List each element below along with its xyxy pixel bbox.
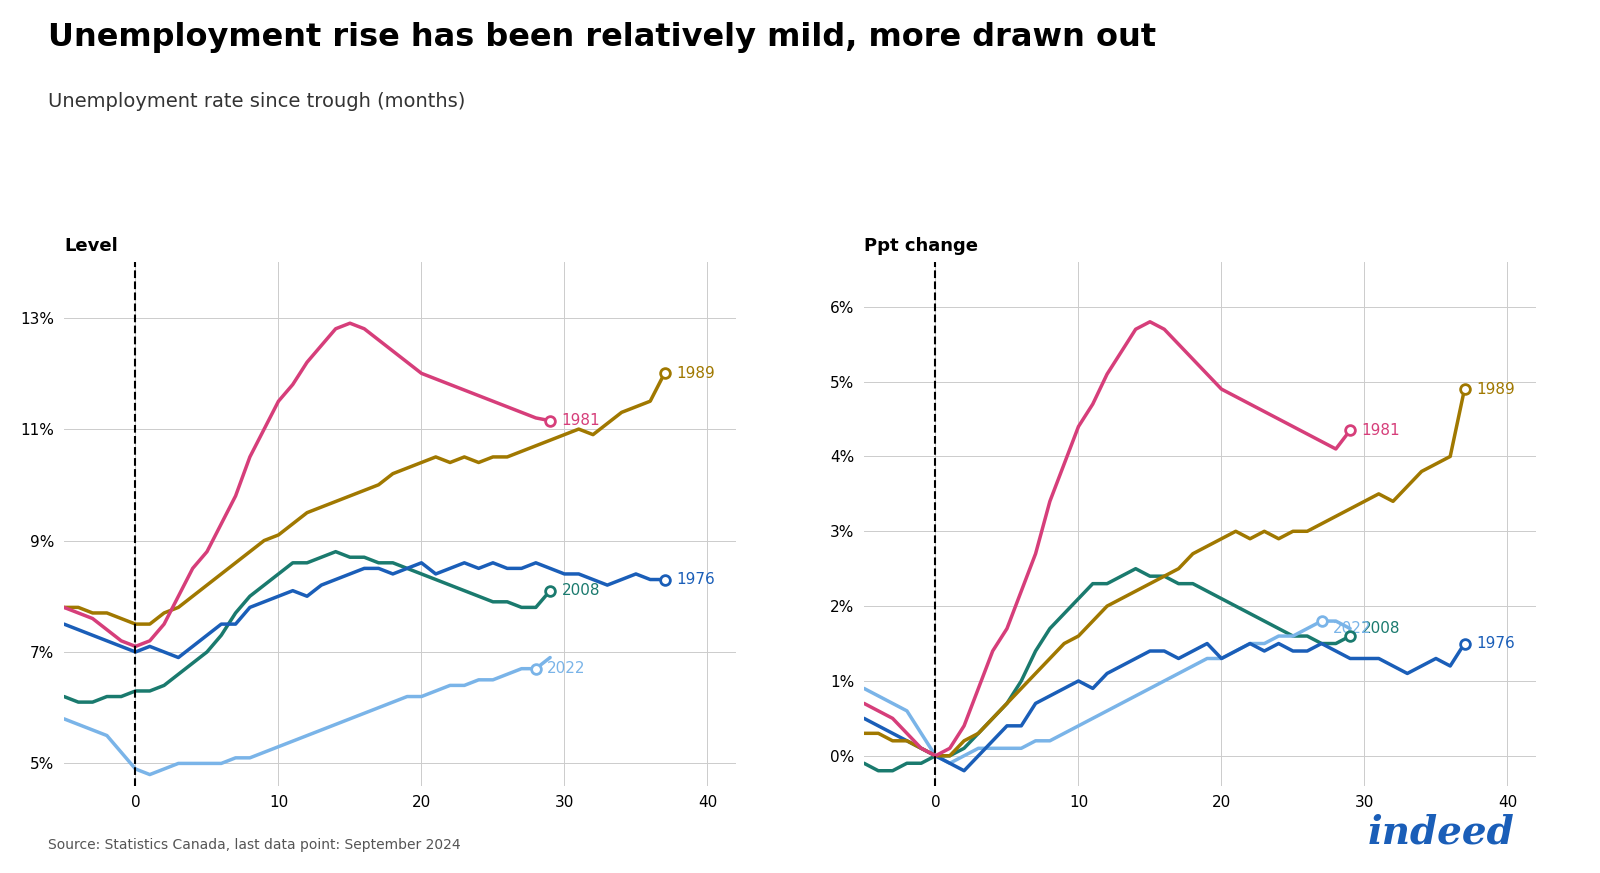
Text: 1981: 1981: [1362, 423, 1400, 437]
Text: 2008: 2008: [1362, 621, 1400, 636]
Text: Unemployment rate since trough (months): Unemployment rate since trough (months): [48, 92, 466, 111]
Text: 1976: 1976: [1475, 636, 1515, 651]
Text: 1981: 1981: [562, 413, 600, 429]
Text: 1976: 1976: [675, 572, 715, 587]
Text: 2022: 2022: [547, 661, 586, 677]
Text: Ppt change: Ppt change: [864, 237, 978, 255]
Text: 2008: 2008: [562, 583, 600, 598]
Text: Unemployment rise has been relatively mild, more drawn out: Unemployment rise has been relatively mi…: [48, 22, 1157, 53]
Text: Level: Level: [64, 237, 118, 255]
Text: Source: Statistics Canada, last data point: September 2024: Source: Statistics Canada, last data poi…: [48, 838, 461, 852]
Text: indeed: indeed: [1368, 813, 1515, 851]
Text: 1989: 1989: [1475, 382, 1515, 396]
Text: 2022: 2022: [1333, 621, 1371, 636]
Text: 1989: 1989: [675, 366, 715, 381]
